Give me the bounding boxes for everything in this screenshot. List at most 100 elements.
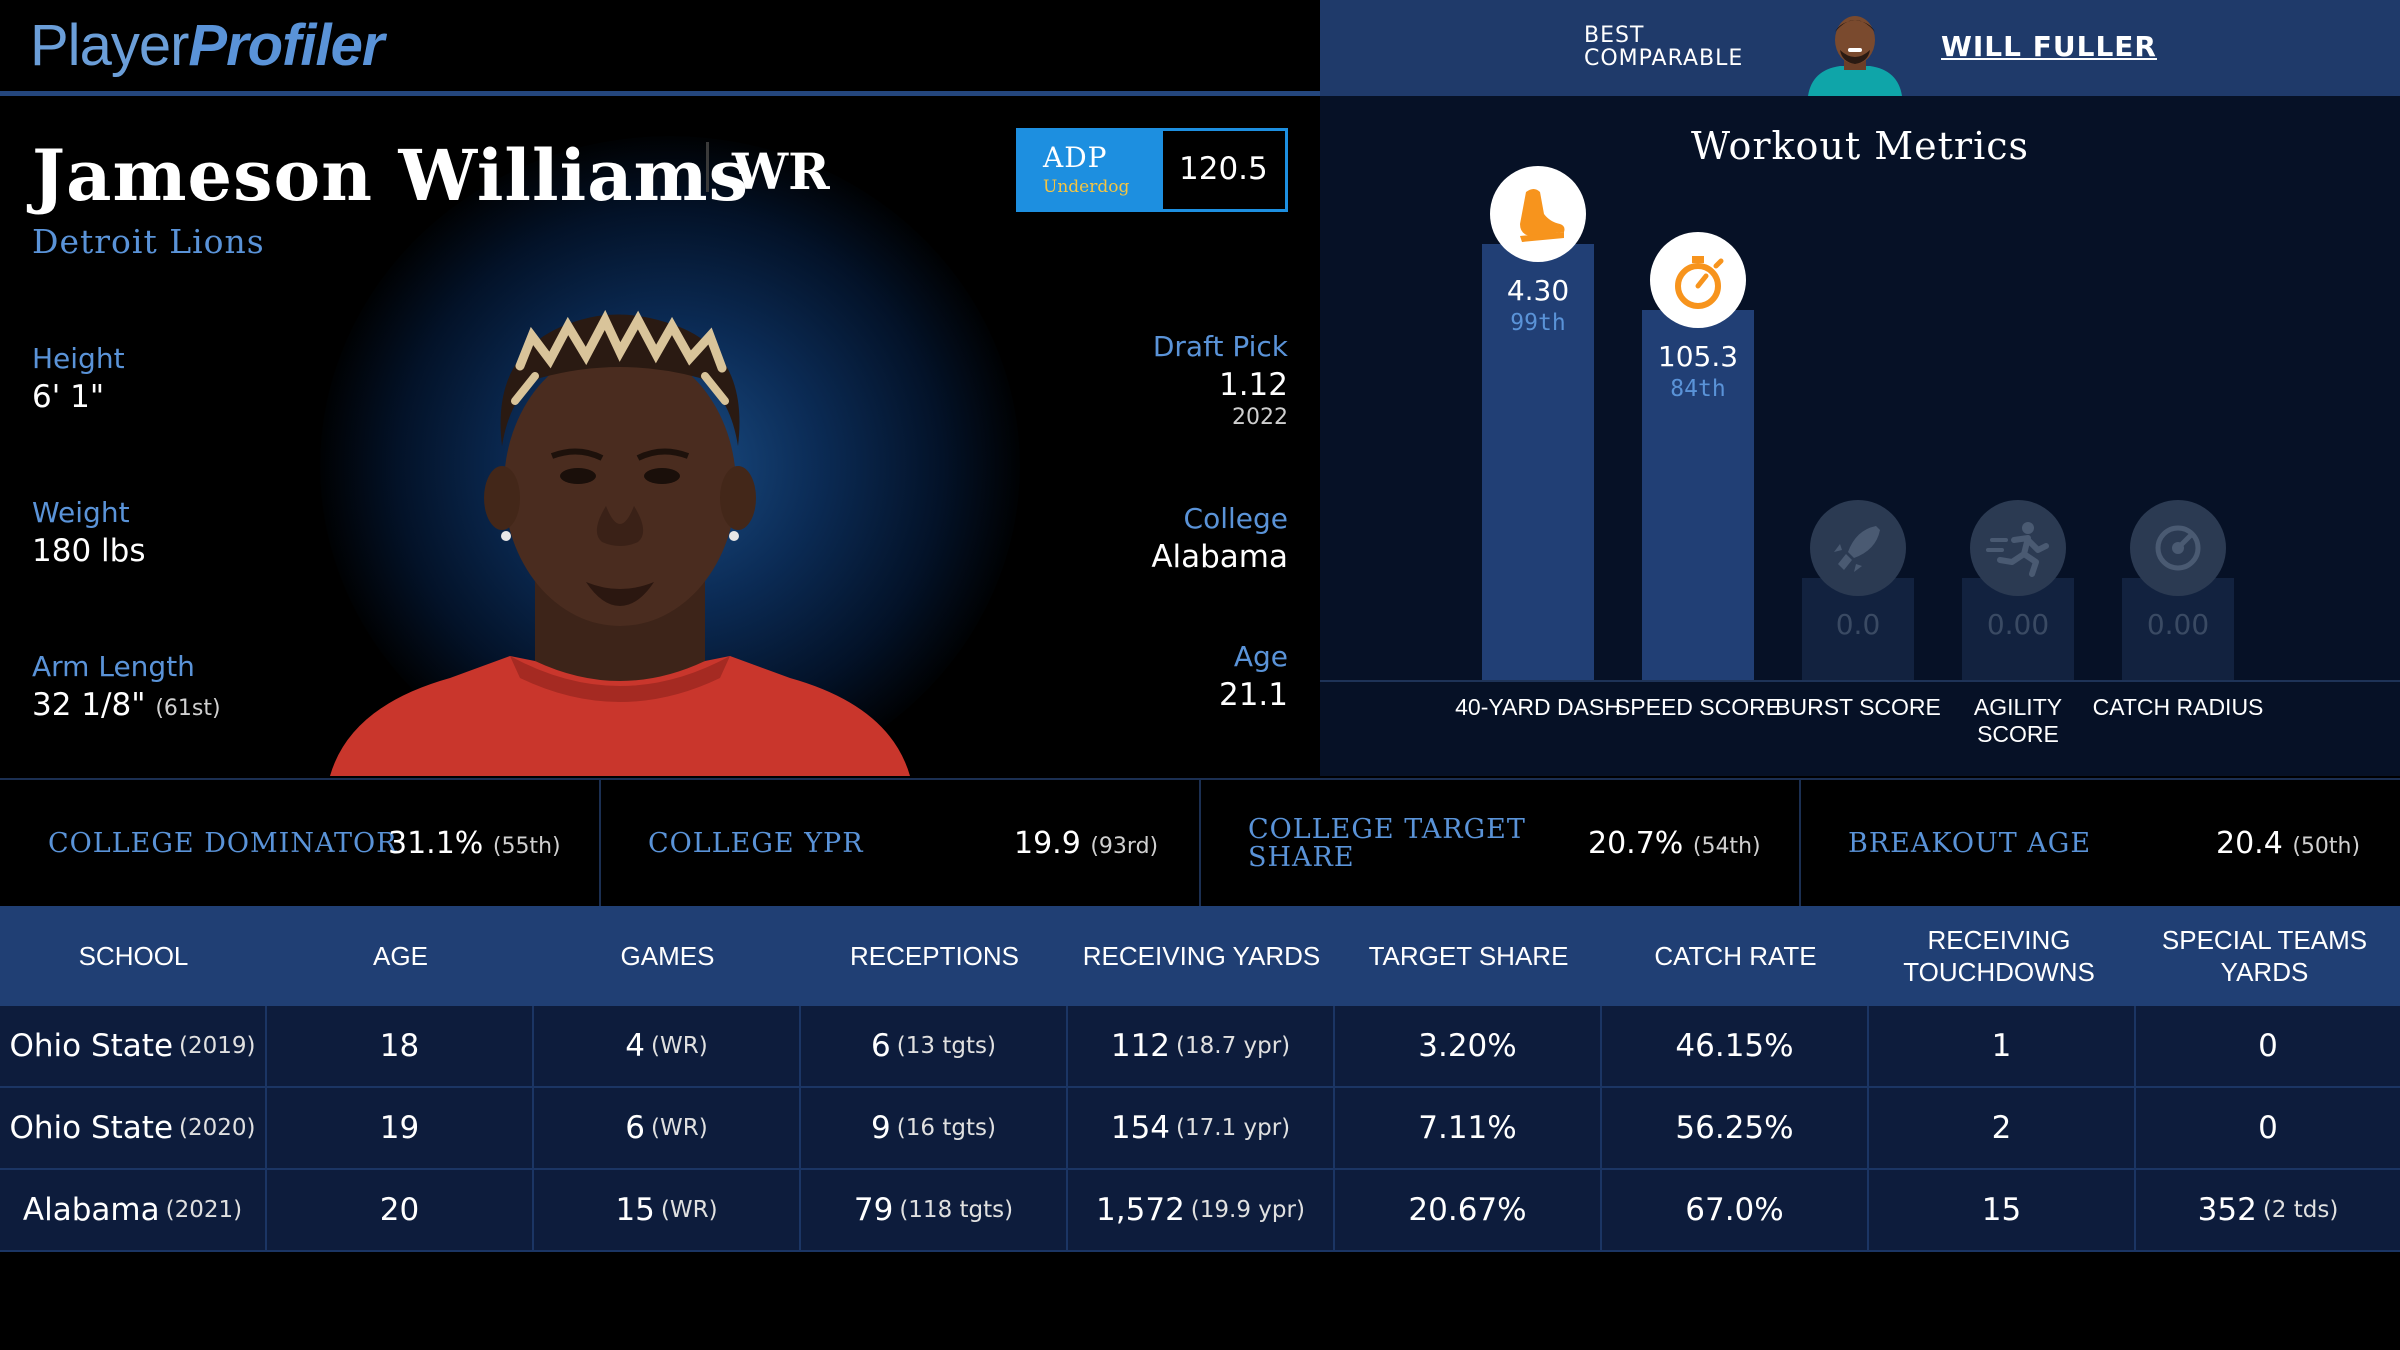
height-value: 6' 1" (32, 379, 105, 415)
weight-stat: Weight 180 lbs (32, 496, 145, 569)
college-target-share-value: 20.7% (54th) (1588, 826, 1761, 861)
table-row: Ohio State (2020) 19 6 (WR) 9 (16 tgts) 154 (17.… (0, 1088, 2400, 1170)
arm-length-label: Arm Length (32, 650, 195, 683)
comparable-avatar (1800, 10, 1910, 96)
college-ypr-value: 19.9 (93rd) (1014, 826, 1159, 861)
cell-receptions: 9 (16 tgts) (801, 1088, 1068, 1168)
cell-special-teams-yards: 0 (2258, 1028, 2278, 1064)
cell-school[interactable]: Ohio State (2019) (0, 1006, 267, 1086)
metric-value: 0.00 (1986, 608, 2050, 641)
summary-divider (1199, 780, 1201, 908)
comparable-player-link[interactable]: WILL FULLER (1941, 30, 2157, 63)
column-header-catch-rate[interactable]: CATCH RATE (1654, 941, 1817, 971)
adp-label-block: ADP Underdog (1019, 131, 1163, 209)
cell-receiving-yards: 154 (17.1 ypr) (1068, 1088, 1335, 1168)
stopwatch-icon (1650, 232, 1746, 328)
cell-receiving-yards: 1,572 (19.9 ypr) (1068, 1170, 1335, 1250)
player-team[interactable]: Detroit Lions (32, 222, 265, 261)
breakout-age-label: BREAKOUT AGE (1848, 828, 2092, 859)
draft-pick-label: Draft Pick (1152, 330, 1288, 363)
cell-catch-rate: 67.0% (1602, 1170, 1869, 1250)
breakout-age-cell: BREAKOUT AGE 20.4 (50th) (1800, 780, 2400, 908)
table-row: Alabama (2021) 20 15 (WR) 79 (118 tgts) 1,572 (1… (0, 1170, 2400, 1252)
column-header-receptions[interactable]: RECEPTIONS (849, 941, 1020, 971)
college-dominator-value: 31.1% (55th) (388, 826, 561, 861)
cell-games: 15 (WR) (534, 1170, 801, 1250)
running-shoe-icon (1490, 166, 1586, 262)
target-icon (2130, 500, 2226, 596)
player-panel: Jameson Williams WR Detroit Lions ADP Un… (0, 96, 1320, 776)
metric-value: 4.30 (1506, 274, 1570, 307)
workout-metrics-title: Workout Metrics (1690, 124, 2030, 168)
workout-metrics-panel: Workout Metrics 4.30 99th 40-YARD DASH 105.… (1320, 96, 2400, 776)
cell-receiving-touchdowns: 1 (1869, 1006, 2136, 1086)
metric-speed-score[interactable]: 105.3 84th SPEED SCORE (1615, 96, 1781, 776)
height-label: Height (32, 342, 125, 375)
agility-runner-icon (1970, 500, 2066, 596)
player-position: WR (732, 142, 830, 201)
arm-length-percentile: (61st) (155, 696, 221, 721)
adp-value: 120.5 (1179, 151, 1268, 187)
column-header-target-share[interactable]: TARGET SHARE (1368, 941, 1569, 971)
metric-40-yard-dash[interactable]: 4.30 99th 40-YARD DASH (1455, 96, 1621, 776)
table-row: Ohio State (2019) 18 4 (WR) 6 (13 tgts) 112 (18.… (0, 1006, 2400, 1088)
cell-receptions: 6 (13 tgts) (801, 1006, 1068, 1086)
column-header-special-teams-yards[interactable]: SPECIAL TEAMS YARDS (2161, 925, 2368, 987)
age-label: Age (1233, 640, 1288, 673)
cell-target-share: 7.11% (1335, 1088, 1602, 1168)
name-divider (706, 142, 709, 192)
metric-bar (1482, 244, 1594, 680)
cell-receiving-touchdowns: 15 (1869, 1170, 2136, 1250)
column-header-receiving-touchdowns[interactable]: RECEIVING TOUCHDOWNS (1903, 925, 2095, 987)
metric-label: SPEED SCORE (1614, 694, 1782, 720)
logo-part-1: Player (30, 13, 189, 78)
cell-catch-rate: 46.15% (1602, 1006, 1869, 1086)
metric-agility-score[interactable]: 0.00 AGILITY SCORE (1962, 96, 2074, 776)
college-value: Alabama (1151, 539, 1288, 575)
cell-age: 18 (267, 1006, 534, 1086)
best-comparable-label: BEST COMPARABLE (1584, 23, 1744, 71)
draft-pick-value: 1.12 (1218, 367, 1288, 403)
cell-receiving-touchdowns: 2 (1869, 1088, 2136, 1168)
weight-value: 180 lbs (32, 533, 146, 569)
metric-bar (1642, 310, 1754, 680)
college-dominator-label: COLLEGE DOMINATOR (48, 828, 398, 859)
cell-age: 19 (267, 1088, 534, 1168)
cell-age: 20 (267, 1170, 534, 1250)
cell-games: 4 (WR) (534, 1006, 801, 1086)
college-summary-bar: COLLEGE DOMINATOR 31.1% (55th) COLLEGE Y… (0, 778, 2400, 908)
college-ypr-label: COLLEGE YPR (648, 828, 864, 859)
college-stat: College Alabama (1151, 502, 1288, 575)
metric-label: 40-YARD DASH (1455, 694, 1621, 720)
player-headshot (320, 306, 920, 776)
logo-part-2: Profiler (188, 13, 384, 78)
arm-length-value: 32 1/8" (61st) (32, 687, 221, 723)
cell-school[interactable]: Alabama (2021) (0, 1170, 267, 1250)
college-target-share-cell: COLLEGE TARGET SHARE 20.7% (54th) (1200, 780, 1800, 908)
height-stat: Height 6' 1" (32, 342, 125, 415)
cell-receptions: 79 (118 tgts) (801, 1170, 1068, 1250)
cell-school[interactable]: Ohio State (2020) (0, 1088, 267, 1168)
draft-pick-stat: Draft Pick 1.12 2022 (1153, 330, 1288, 430)
age-value: 21.1 (1218, 677, 1288, 713)
metric-burst-score[interactable]: 0.0 BURST SCORE (1775, 96, 1941, 776)
column-header-games[interactable]: GAMES (620, 941, 715, 971)
college-ypr-cell: COLLEGE YPR 19.9 (93rd) (600, 780, 1200, 908)
metric-catch-radius[interactable]: 0.00 CATCH RADIUS (2093, 96, 2263, 776)
column-header-receiving-yards[interactable]: RECEIVING YARDS (1082, 941, 1321, 971)
metric-percentile: 99th (1510, 310, 1566, 336)
header-bar: PlayerProfiler (0, 0, 1320, 96)
draft-year: 2022 (1232, 405, 1288, 430)
column-header-school[interactable]: SCHOOL (78, 941, 189, 971)
metrics-baseline (1320, 680, 2400, 682)
rocket-icon (1810, 500, 1906, 596)
breakout-age-value: 20.4 (50th) (2216, 826, 2361, 861)
college-target-share-label: COLLEGE TARGET SHARE (1248, 814, 1526, 873)
column-header-age[interactable]: AGE (373, 941, 428, 971)
cell-target-share: 3.20% (1335, 1006, 1602, 1086)
cell-target-share: 20.67% (1335, 1170, 1602, 1250)
player-name: Jameson Williams (32, 134, 750, 217)
playerprofiler-logo[interactable]: PlayerProfiler (30, 12, 384, 79)
weight-label: Weight (32, 496, 130, 529)
cell-special-teams-yards: 352 (2 tds) (2197, 1192, 2339, 1228)
